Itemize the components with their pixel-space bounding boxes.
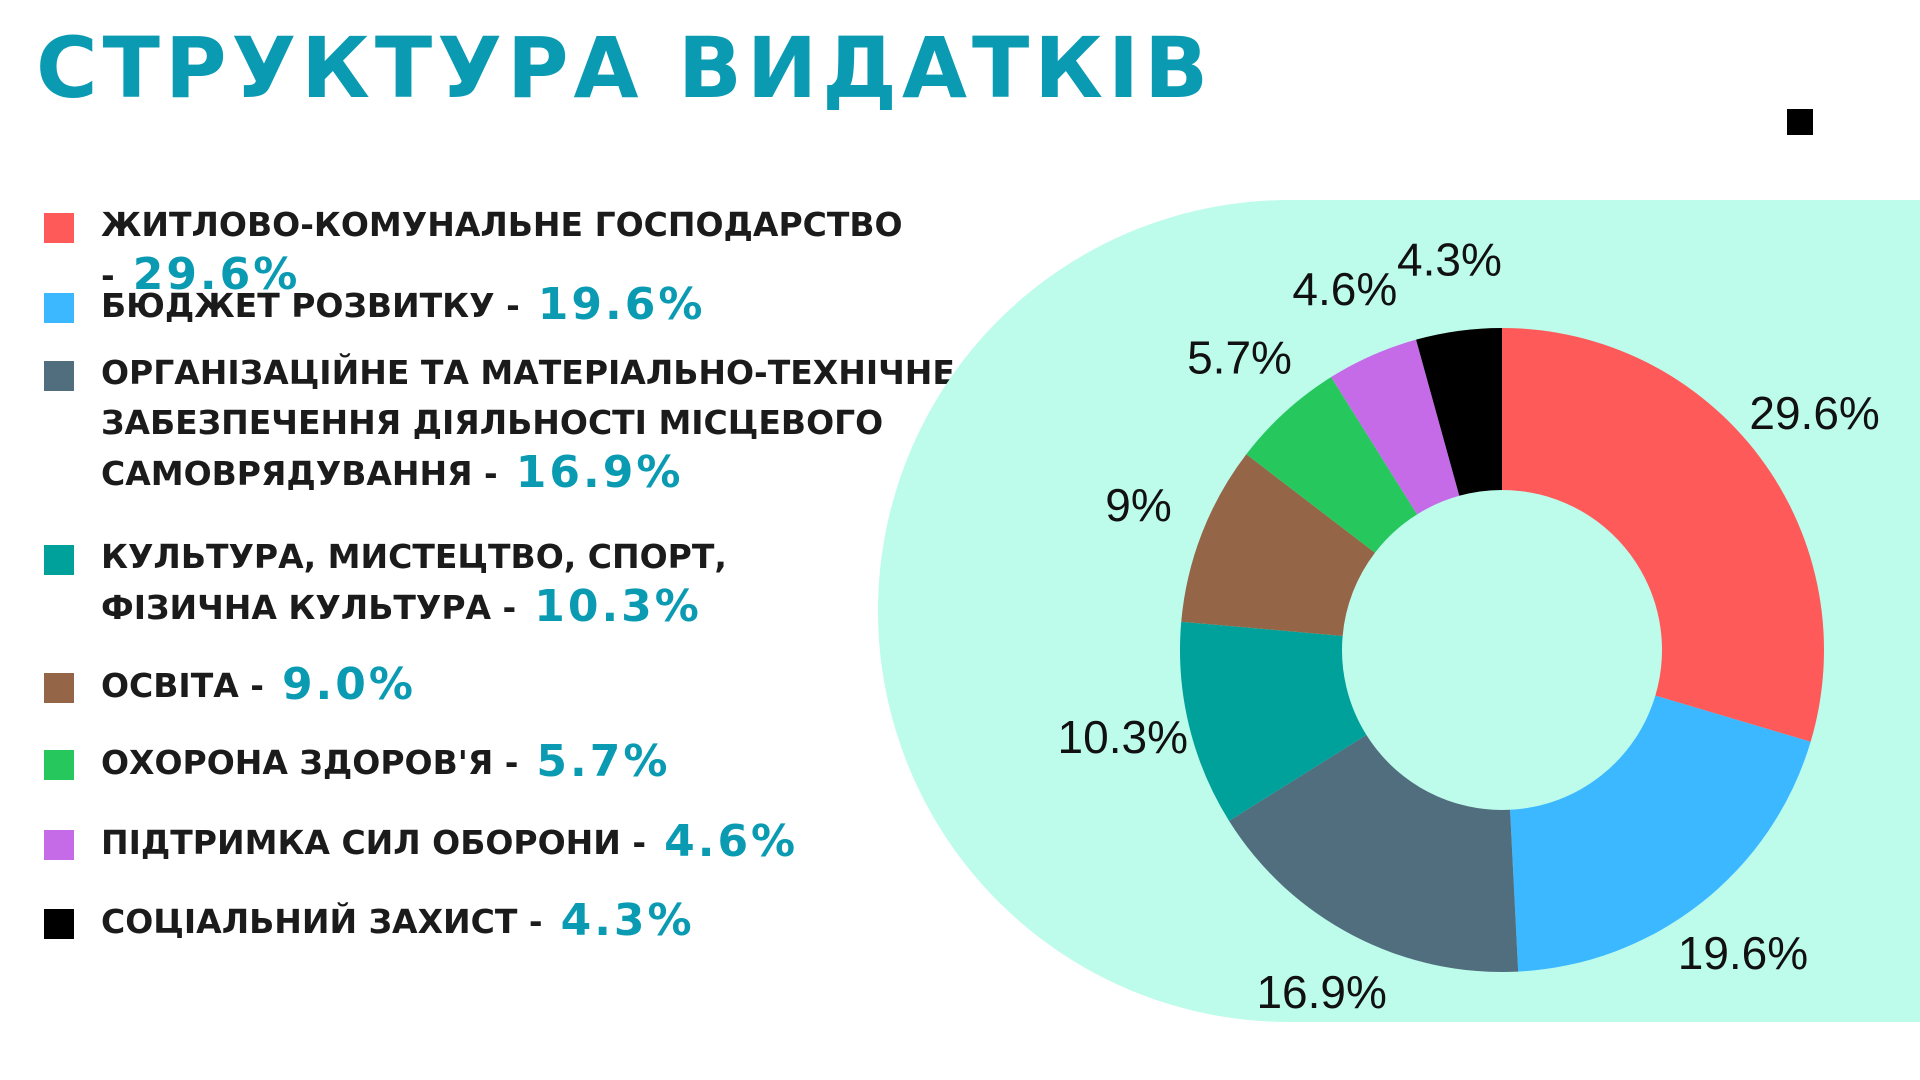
legend-swatch: [44, 909, 74, 939]
slice-data-label: 9%: [1105, 479, 1171, 531]
decorative-square: [1787, 109, 1813, 135]
donut-slice: [1229, 734, 1519, 973]
legend-label: ОРГАНІЗАЦІЙНЕ ТА МАТЕРІАЛЬНО-ТЕХНІЧНЕ ЗА…: [101, 353, 955, 493]
legend-label: СОЦІАЛЬНИЙ ЗАХИСТ -: [101, 902, 543, 941]
legend-percent: 4.6%: [664, 816, 799, 867]
donut-slice: [1502, 328, 1824, 742]
legend-swatch: [44, 545, 74, 575]
slice-data-label: 4.3%: [1397, 234, 1502, 286]
slice-data-label: 5.7%: [1187, 332, 1292, 384]
slice-data-label: 16.9%: [1256, 966, 1386, 1018]
donut-slice: [1246, 377, 1418, 553]
legend-percent: 4.3%: [560, 895, 695, 946]
legend-percent: 10.3%: [534, 581, 702, 632]
donut-slice: [1510, 695, 1811, 972]
legend-percent: 9.0%: [281, 659, 416, 710]
legend-label: ПІДТРИМКА СИЛ ОБОРОНИ -: [101, 823, 647, 862]
legend-label: БЮДЖЕТ РОЗВИТКУ -: [101, 286, 520, 325]
legend-percent: 16.9%: [515, 447, 684, 498]
legend-swatch: [44, 293, 74, 323]
legend-label: ЖИТЛОВО-КОМУНАЛЬНЕ ГОСПОДАРСТВО -: [101, 205, 903, 295]
donut-slice: [1180, 621, 1367, 821]
slice-data-label: 4.6%: [1292, 263, 1397, 315]
donut-slice: [1331, 339, 1460, 515]
slice-data-label: 19.6%: [1678, 927, 1808, 979]
legend-swatch: [44, 213, 74, 243]
legend-percent: 5.7%: [536, 736, 671, 787]
legend-swatch: [44, 673, 74, 703]
legend-swatch: [44, 361, 74, 391]
slice-data-label: 10.3%: [1058, 711, 1188, 763]
legend-swatch: [44, 750, 74, 780]
slice-data-label: 29.6%: [1749, 387, 1879, 439]
legend-label: ОСВІТА -: [101, 666, 264, 705]
legend-percent: 29.6%: [132, 249, 301, 300]
legend-label: ОХОРОНА ЗДОРОВ'Я -: [101, 743, 519, 782]
legend-percent: 19.6%: [537, 279, 706, 330]
legend-label: КУЛЬТУРА, МИСТЕЦТВО, СПОРТ, ФІЗИЧНА КУЛЬ…: [101, 537, 727, 627]
donut-slice: [1416, 328, 1502, 496]
donut-slice: [1181, 454, 1375, 636]
legend-swatch: [44, 830, 74, 860]
page-title: СТРУКТУРА ВИДАТКІВ: [36, 19, 1214, 117]
